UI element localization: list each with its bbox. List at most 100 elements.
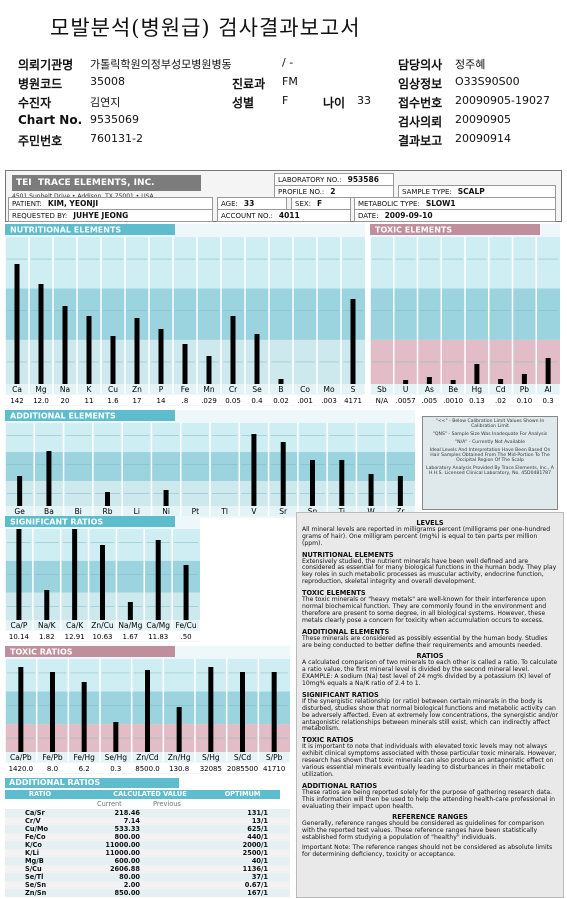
column-value: 11 (85, 397, 94, 405)
logo-text: TEI (16, 178, 32, 188)
label-cell (69, 752, 99, 762)
column-label: Ni (162, 507, 170, 516)
label-cell (164, 752, 194, 762)
column-label: Fe/Cu (176, 621, 197, 630)
column-label: Al (545, 385, 552, 394)
column-label: Ca/Mg (146, 621, 170, 630)
level-bar (38, 284, 44, 384)
panel-title: NUTRITIONAL ELEMENTS (10, 226, 121, 235)
info-value: FM (282, 75, 298, 88)
label-cell (196, 752, 226, 762)
ratio-optimum: 167/1 (247, 889, 268, 897)
column-value: 0.05 (225, 397, 241, 405)
level-bar (145, 670, 150, 752)
level-bar (105, 492, 110, 506)
column-label: Mn (203, 385, 214, 394)
info-value: 9535069 (90, 113, 139, 126)
level-bar (16, 529, 22, 620)
info-value: 20090905 (455, 113, 511, 126)
label-cell (61, 620, 88, 630)
row-band (5, 881, 290, 889)
column-label: Zn/Hg (168, 753, 191, 762)
info-value: 20090914 (455, 132, 511, 145)
info-label: 의뢰기관명 (18, 58, 74, 72)
level-bar (310, 460, 315, 506)
section-heading: NUTRITIONAL ELEMENTS (302, 550, 394, 559)
label-cell (6, 506, 34, 516)
panel-title: TOXIC RATIOS (10, 648, 73, 657)
level-bar (18, 667, 24, 752)
label-cell (371, 384, 393, 394)
value-cell (488, 395, 513, 405)
column-label: Cu (108, 385, 118, 394)
address: 4501 Sunbelt Drive • Addison, TX 75001 •… (12, 193, 154, 200)
level-bar (350, 299, 356, 384)
info-value: 김연지 (90, 96, 121, 109)
label-cell (386, 506, 414, 516)
level-bar (44, 590, 50, 620)
label-cell (418, 384, 441, 394)
ratio-value: 11000.00 (105, 849, 140, 857)
column-value: .0057 (396, 397, 416, 405)
ratio-name: Cr/V (25, 817, 41, 825)
field-label: REQUESTED BY: (12, 212, 68, 220)
label-cell (54, 384, 76, 394)
column-label: As (425, 385, 434, 394)
level-bar (163, 490, 169, 506)
level-bar (158, 329, 164, 384)
explanations: LEVELS All mineral levels are reported in… (296, 512, 564, 898)
info-value: 정주혜 (455, 58, 486, 71)
section-heading: LEVELS (416, 519, 444, 527)
column-label: Sb (377, 385, 387, 394)
column-value: 17 (133, 397, 142, 405)
lab-field: DATE: 2009-09-10 (354, 209, 556, 222)
column-value: .0010 (443, 397, 463, 405)
ratio-optimum: 440/1 (247, 833, 268, 841)
ratio-name: Zn/Sn (25, 889, 47, 897)
column-label: Ge (14, 507, 25, 516)
value-cell (68, 763, 100, 773)
column-label: Se (252, 385, 262, 394)
column-label: S/Pb (266, 753, 283, 762)
section-heading: ADDITIONAL ELEMENTS (302, 627, 390, 636)
section-text: Important Note: The reference ranges sho… (302, 844, 553, 858)
info-label: 병원코드 (18, 77, 63, 91)
info-label: 임상정보 (398, 77, 443, 91)
field-label: SAMPLE TYPE: (402, 188, 452, 196)
section-text: It is important to note that individuals… (302, 743, 557, 778)
table-title: ADDITIONAL RATIOS (5, 778, 179, 788)
ratio-name: Se/Tl (25, 873, 44, 881)
level-bar (134, 318, 140, 384)
zone-high (5, 237, 365, 289)
level-bar (183, 565, 189, 620)
ratio-name: Cu/Mo (25, 825, 49, 833)
section-heading: TOXIC ELEMENTS (302, 589, 366, 598)
panel-title: TOXIC ELEMENTS (375, 226, 452, 235)
column-label: Na/K (38, 621, 57, 630)
info-label: 진료과 (232, 77, 266, 91)
section-text: These minerals are considered as possibl… (302, 634, 548, 649)
column-value: 0.4 (251, 397, 263, 405)
label-cell (318, 384, 340, 394)
label-cell (294, 384, 316, 394)
value-cell (393, 395, 418, 405)
column-label: K (87, 385, 93, 394)
table-subheader: Current (97, 800, 122, 808)
column-value: 0.3 (110, 765, 121, 773)
value-cell (172, 631, 200, 641)
column-value: N/A (376, 397, 389, 405)
value-cell (53, 395, 77, 405)
column-value: 4171 (344, 397, 362, 405)
ratio-value: 800.00 (114, 833, 140, 841)
label-cell (30, 384, 52, 394)
value-cell (32, 631, 61, 641)
label-cell (132, 752, 163, 762)
ratio-value: 80.00 (119, 873, 140, 881)
ratio-optimum: 625/1 (247, 825, 268, 833)
info-value: 760131-2 (90, 132, 143, 145)
column-label: Na (60, 385, 70, 394)
level-bar (545, 358, 551, 384)
level-bar (86, 316, 92, 384)
label-cell (37, 752, 68, 762)
